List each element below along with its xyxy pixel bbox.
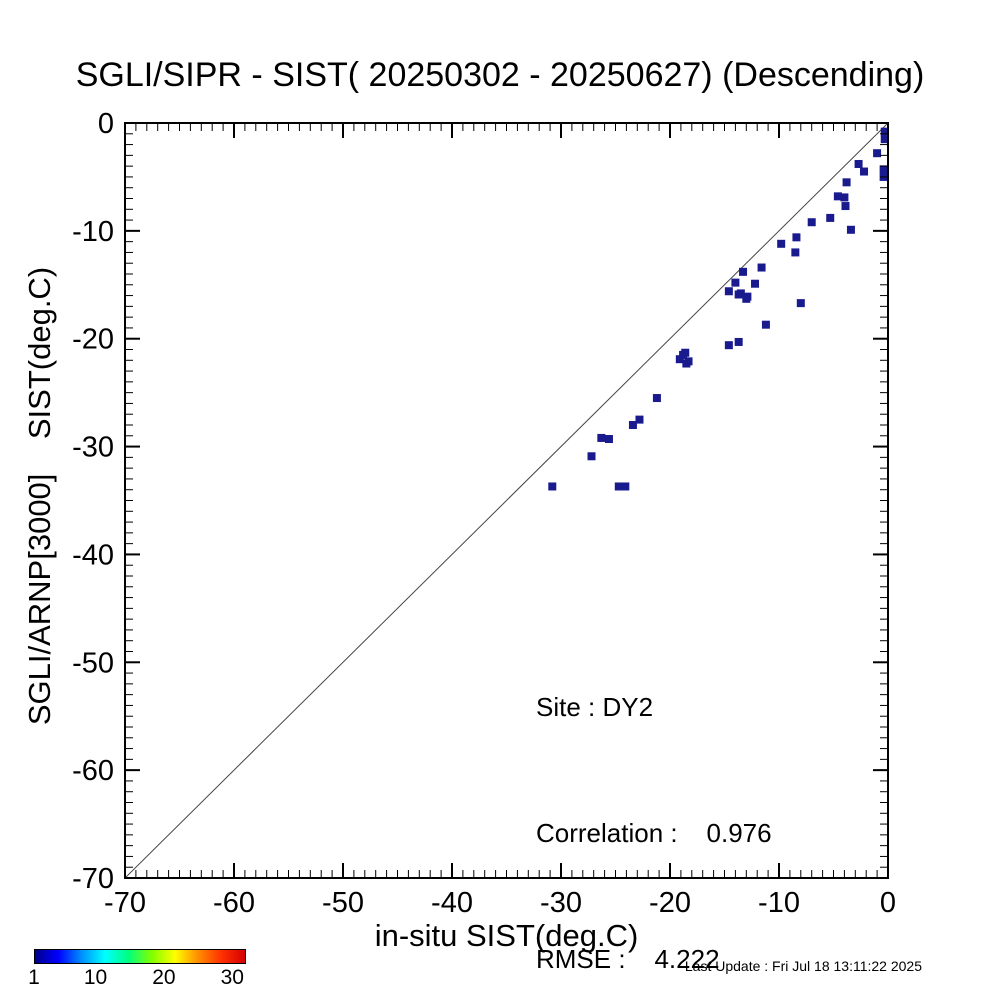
x-tick-label: -70 bbox=[104, 887, 146, 919]
data-point bbox=[792, 233, 801, 242]
data-point bbox=[796, 299, 805, 308]
data-point bbox=[757, 263, 766, 272]
y-tick-label: -30 bbox=[72, 432, 114, 464]
y-axis-label: SGLI/ARNP[3000] SIST(deg.C) bbox=[22, 266, 57, 726]
data-point bbox=[742, 294, 751, 303]
colorbar-tick-label: 30 bbox=[220, 966, 244, 989]
data-point bbox=[736, 289, 745, 298]
data-point bbox=[879, 165, 888, 174]
data-point bbox=[597, 433, 606, 442]
y-tick-label: -50 bbox=[72, 647, 114, 679]
data-point bbox=[846, 225, 855, 234]
data-point bbox=[628, 421, 637, 429]
stats-site: Site : DY2 bbox=[536, 692, 654, 722]
data-point bbox=[791, 248, 800, 257]
data-point bbox=[751, 279, 760, 288]
y-tick-label: -10 bbox=[72, 216, 114, 248]
colorbar bbox=[34, 949, 246, 964]
colorbar-labels: 1 10 20 30 bbox=[28, 966, 246, 992]
y-tick-label: -70 bbox=[72, 863, 114, 895]
data-point bbox=[604, 435, 613, 444]
data-point bbox=[841, 202, 850, 211]
colorbar-tick-label: 20 bbox=[152, 966, 176, 989]
y-tick-label: -60 bbox=[72, 755, 114, 787]
data-point bbox=[854, 159, 863, 168]
y-tick-label: -40 bbox=[72, 539, 114, 571]
data-point bbox=[807, 218, 816, 227]
data-point bbox=[731, 278, 740, 287]
data-point bbox=[587, 452, 596, 461]
colorbar-tick-label: 10 bbox=[83, 966, 108, 989]
stats-rmse: RMSE : 4.222 bbox=[536, 944, 720, 974]
data-point bbox=[826, 213, 835, 222]
x-axis-label: in-situ SIST(deg.C) bbox=[374, 918, 639, 953]
colorbar-tick-label: 1 bbox=[28, 966, 40, 989]
data-point bbox=[833, 192, 842, 201]
data-point bbox=[614, 482, 623, 491]
x-tick-label: -60 bbox=[213, 887, 255, 919]
x-tick-label: 0 bbox=[880, 887, 896, 919]
data-point bbox=[621, 482, 630, 491]
one-to-one-line bbox=[124, 122, 889, 879]
chart-title: SGLI/SIPR - SIST( 20250302 - 20250627) (… bbox=[75, 56, 925, 94]
x-tick-label: -40 bbox=[431, 887, 473, 919]
data-point bbox=[734, 337, 743, 346]
data-point bbox=[777, 239, 786, 248]
y-tick-label: -20 bbox=[72, 324, 114, 356]
stats-correlation: Correlation : 0.976 bbox=[536, 818, 772, 848]
data-point bbox=[761, 320, 770, 329]
data-point bbox=[739, 267, 748, 276]
data-point bbox=[880, 127, 889, 136]
x-tick-label: -10 bbox=[758, 887, 800, 919]
data-point bbox=[679, 350, 688, 359]
stats-block: Site : DY2 Correlation : 0.976 RMSE : 4.… bbox=[536, 602, 772, 1000]
data-point bbox=[873, 149, 882, 158]
last-update-text: Last Update : Fri Jul 18 13:11:22 2025 bbox=[684, 958, 922, 974]
x-tick-label: -20 bbox=[649, 887, 691, 919]
x-tick-label: -50 bbox=[322, 887, 364, 919]
data-point bbox=[724, 287, 733, 296]
data-point bbox=[860, 167, 869, 176]
data-point bbox=[548, 482, 557, 491]
data-point bbox=[840, 193, 849, 202]
data-point bbox=[675, 355, 684, 364]
y-tick-label: 0 bbox=[98, 108, 114, 140]
x-tick-label: -30 bbox=[540, 887, 582, 919]
data-point bbox=[880, 135, 889, 144]
data-point bbox=[652, 394, 661, 403]
data-point bbox=[724, 341, 733, 350]
data-point bbox=[842, 178, 851, 187]
data-point bbox=[682, 359, 691, 368]
data-point bbox=[635, 415, 644, 424]
